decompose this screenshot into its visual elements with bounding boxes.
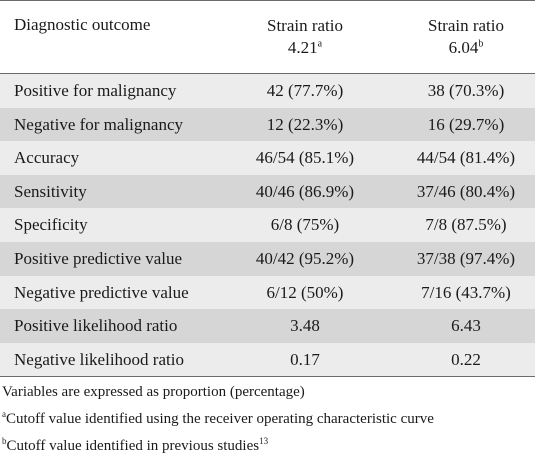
row-value-strain-6-04: 37/46 (80.4%) [416, 181, 516, 201]
row-value-strain-4-21: 0.17 [290, 349, 320, 369]
footnote-b-mark: b [2, 436, 7, 447]
table-row: Negative predictive value 6/12 (50%) 7/1… [0, 275, 535, 310]
footnote-a: aCutoff value identified using the recei… [2, 406, 535, 433]
row-value-strain-4-21: 3.48 [290, 316, 320, 336]
row-value-strain-4-21: 46/54 (85.1%) [255, 148, 355, 168]
row-value-strain-6-04: 37/38 (97.4%) [416, 248, 516, 268]
table-row: Accuracy 46/54 (85.1%) 44/54 (81.4%) [0, 141, 535, 175]
row-value-strain-4-21: 12 (22.3%) [266, 114, 344, 134]
row-value-strain-6-04: 7/16 (43.7%) [421, 282, 511, 302]
table-header: Diagnostic outcome Strain ratio 4.21a St… [0, 0, 535, 74]
header-col1-title: Strain ratio [266, 16, 343, 35]
row-label: Positive likelihood ratio [14, 316, 178, 336]
row-label: Positive predictive value [14, 248, 183, 268]
row-label: Accuracy [14, 148, 80, 168]
header-strain-ratio-6-04: Strain ratio 6.04b [406, 15, 526, 59]
row-value-strain-4-21: 6/8 (75%) [270, 215, 340, 235]
row-label: Specificity [14, 215, 88, 235]
header-strain-ratio-4-21: Strain ratio 4.21a [245, 15, 365, 59]
header-col2-title: Strain ratio [427, 16, 504, 35]
footnote-b: bCutoff value identified in previous stu… [2, 433, 535, 460]
footnote-a-text: Cutoff value identified using the receiv… [6, 411, 434, 428]
table-footnotes: Variables are expressed as proportion (p… [0, 379, 535, 460]
table-row: Positive likelihood ratio 3.48 6.43 [0, 309, 535, 343]
table-row: Specificity 6/8 (75%) 7/8 (87.5%) [0, 208, 535, 242]
row-value-strain-6-04: 16 (29.7%) [427, 114, 505, 134]
table-row: Positive predictive value 40/42 (95.2%) … [0, 241, 535, 276]
row-label: Negative for malignancy [14, 114, 183, 134]
header-col1-value: 4.21 [287, 38, 318, 57]
header-col1-footnote-mark: a [317, 38, 323, 50]
footnote-b-reference: 13 [259, 436, 269, 447]
table-row: Positive for malignancy 42 (77.7%) 38 (7… [0, 74, 535, 108]
row-label: Positive for malignancy [14, 81, 177, 100]
row-value-strain-4-21: 6/12 (50%) [266, 282, 344, 302]
row-value-strain-4-21: 40/42 (95.2%) [255, 248, 355, 268]
header-col1-value-line: 4.21a [245, 37, 365, 59]
row-value-strain-6-04: 7/8 (87.5%) [425, 215, 507, 235]
header-diagnostic-outcome: Diagnostic outcome [14, 15, 151, 34]
row-value-strain-6-04: 38 (70.3%) [427, 81, 505, 100]
row-label: Sensitivity [14, 181, 87, 201]
row-value-strain-4-21: 40/46 (86.9%) [255, 181, 355, 201]
table-row: Sensitivity 40/46 (86.9%) 37/46 (80.4%) [0, 174, 535, 209]
row-label: Negative likelihood ratio [14, 349, 184, 369]
table-body: Positive for malignancy 42 (77.7%) 38 (7… [0, 74, 535, 378]
table-row: Negative for malignancy 12 (22.3%) 16 (2… [0, 107, 535, 142]
row-value-strain-6-04: 6.43 [451, 316, 481, 336]
table-row: Negative likelihood ratio 0.17 0.22 [0, 342, 535, 377]
footnote-b-text: Cutoff value identified in previous stud… [6, 438, 260, 455]
row-value-strain-6-04: 0.22 [451, 349, 481, 369]
header-col2-value: 6.04 [448, 38, 479, 57]
header-col2-value-line: 6.04b [406, 37, 526, 59]
row-value-strain-4-21: 42 (77.7%) [266, 81, 344, 100]
footnote-a-mark: a [2, 409, 6, 420]
row-value-strain-6-04: 44/54 (81.4%) [416, 148, 516, 168]
header-col2-footnote-mark: b [478, 38, 484, 50]
row-label: Negative predictive value [14, 282, 189, 302]
footnote-variables: Variables are expressed as proportion (p… [2, 384, 305, 401]
